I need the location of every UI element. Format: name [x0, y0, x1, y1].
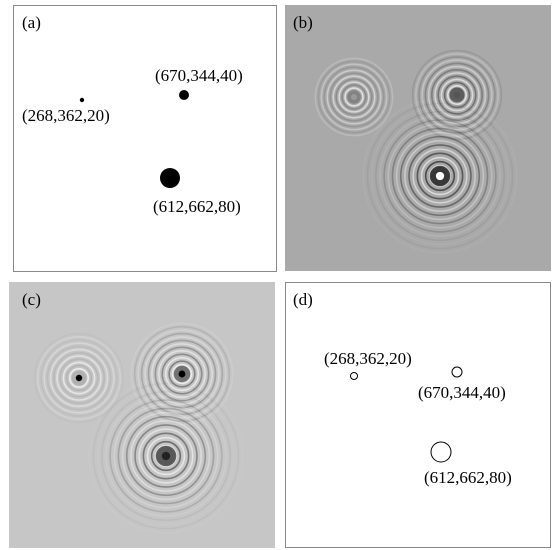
figure: (a) (268,362,20) (670,344,40) (612,662,8…: [0, 0, 556, 550]
panel-label: (b): [293, 13, 313, 32]
point-label: (268,362,20): [324, 349, 412, 368]
point-label: (670,344,40): [155, 66, 243, 85]
ring: [436, 172, 444, 180]
ring: [351, 94, 357, 100]
ring: [162, 452, 170, 460]
particle: [160, 168, 180, 188]
page: (a) (268,362,20) (670,344,40) (612,662,8…: [0, 0, 556, 550]
point-label: (670,344,40): [418, 383, 506, 402]
particle: [80, 98, 84, 102]
panel-label: (a): [22, 13, 41, 32]
ring: [179, 371, 186, 378]
point-label: (612,662,80): [424, 468, 512, 487]
point-label: (268,362,20): [22, 106, 110, 125]
panel-label: (d): [293, 290, 313, 309]
panel-frame: [14, 6, 277, 272]
ring: [454, 92, 460, 98]
point-label: (612,662,80): [153, 197, 241, 216]
particle: [179, 90, 189, 100]
panel-frame: [286, 283, 551, 548]
ring: [76, 375, 82, 381]
panel-label: (c): [22, 290, 41, 309]
